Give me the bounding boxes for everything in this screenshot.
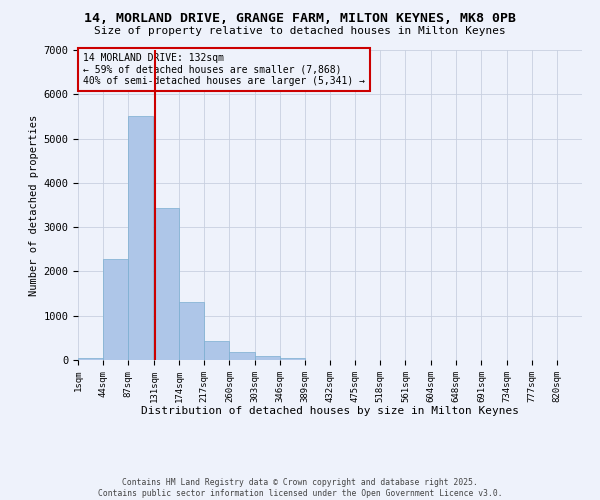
Text: Contains HM Land Registry data © Crown copyright and database right 2025.
Contai: Contains HM Land Registry data © Crown c…: [98, 478, 502, 498]
Y-axis label: Number of detached properties: Number of detached properties: [29, 114, 39, 296]
Bar: [280, 358, 305, 360]
Text: 14 MORLAND DRIVE: 132sqm
← 59% of detached houses are smaller (7,868)
40% of sem: 14 MORLAND DRIVE: 132sqm ← 59% of detach…: [83, 53, 365, 86]
Text: 14, MORLAND DRIVE, GRANGE FARM, MILTON KEYNES, MK8 0PB: 14, MORLAND DRIVE, GRANGE FARM, MILTON K…: [84, 12, 516, 26]
Bar: [229, 352, 254, 360]
Bar: [78, 358, 103, 360]
Bar: [204, 341, 229, 360]
Bar: [103, 259, 128, 360]
Bar: [128, 116, 154, 360]
Bar: [154, 208, 179, 360]
Bar: [179, 302, 204, 360]
Bar: [254, 356, 280, 360]
Text: Size of property relative to detached houses in Milton Keynes: Size of property relative to detached ho…: [94, 26, 506, 36]
X-axis label: Distribution of detached houses by size in Milton Keynes: Distribution of detached houses by size …: [141, 406, 519, 416]
